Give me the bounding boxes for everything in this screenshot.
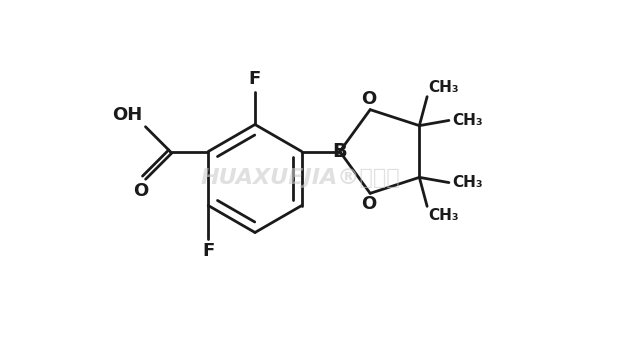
Text: CH₃: CH₃ (428, 80, 459, 95)
Text: OH: OH (112, 106, 143, 124)
Text: F: F (249, 70, 261, 87)
Text: HUAXUEJIA®化学加: HUAXUEJIA®化学加 (200, 169, 400, 188)
Text: CH₃: CH₃ (428, 208, 459, 223)
Text: F: F (202, 242, 214, 261)
Text: CH₃: CH₃ (452, 113, 483, 128)
Text: B: B (333, 142, 347, 161)
Text: CH₃: CH₃ (452, 175, 483, 190)
Text: O: O (361, 90, 377, 108)
Text: O: O (361, 195, 377, 213)
Text: O: O (134, 182, 149, 200)
